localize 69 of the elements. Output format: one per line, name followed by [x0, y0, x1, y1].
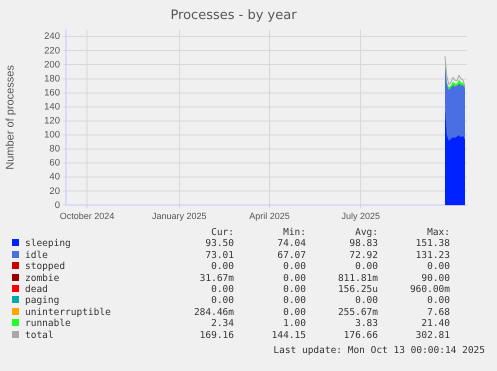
text: 0.00: [210, 284, 235, 296]
y-tick-label: 80: [49, 144, 60, 155]
text: 21.40: [420, 318, 451, 330]
text: 3.83: [354, 318, 379, 330]
y-tick-label: 180: [44, 73, 60, 84]
text: 284.46m: [192, 306, 235, 318]
text: 0.00: [282, 284, 307, 296]
text: 0.00: [210, 261, 235, 273]
text: 72.92: [348, 250, 379, 262]
x-tick-label: January 2025: [152, 211, 207, 222]
x-tick-label: July 2025: [341, 211, 380, 222]
text: 0.00: [282, 295, 307, 307]
text: 1.00: [282, 318, 307, 330]
text: 144.15: [270, 330, 307, 342]
text: Last update: Mon Oct 13 00:00:14 2025: [273, 345, 485, 356]
text: 0.00: [282, 272, 307, 284]
chart-title: Processes - by year: [170, 8, 298, 24]
text: 156.25u: [336, 284, 379, 296]
text: 176.66: [342, 330, 379, 342]
y-axis-title: Number of processes: [4, 64, 17, 170]
text: 67.07: [276, 250, 307, 262]
x-tick-label: October 2024: [60, 211, 114, 222]
text: 2.34: [210, 318, 235, 330]
text: 302.81: [414, 330, 451, 342]
y-tick-label: 240: [44, 31, 60, 42]
text: Avg:: [354, 227, 379, 238]
legend-label: idle: [24, 250, 49, 262]
text: Max:: [426, 227, 451, 238]
legend-label: dead: [24, 284, 49, 296]
legend-label: uninterruptible: [24, 306, 112, 318]
text: 0.00: [426, 261, 451, 273]
text: 169.16: [198, 330, 235, 342]
y-tick-label: 100: [44, 130, 60, 141]
text: 0.00: [282, 261, 307, 273]
text: Min:: [282, 227, 307, 238]
text: 0.00: [354, 261, 379, 273]
text: 74.04: [276, 238, 307, 250]
y-tick-label: 120: [44, 116, 60, 127]
text: 811.81m: [336, 272, 379, 284]
y-tick-label: 20: [49, 186, 60, 197]
text: 0.00: [210, 295, 235, 307]
y-tick-label: 0: [54, 200, 60, 211]
text: 7.68: [426, 306, 451, 318]
legend-label: paging: [24, 295, 60, 307]
text: 0.00: [426, 295, 451, 307]
y-tick-label: 220: [44, 45, 60, 56]
y-tick-label: 140: [44, 101, 60, 112]
y-tick-label: 200: [44, 59, 60, 70]
legend-label: sleeping: [24, 238, 72, 250]
legend-label: total: [24, 330, 55, 342]
y-tick-label: 40: [49, 172, 60, 183]
y-tick-label: 160: [44, 87, 60, 98]
text: 960.00m: [408, 284, 451, 296]
text: 255.67m: [336, 306, 379, 318]
text: 151.38: [414, 238, 451, 250]
text: 31.67m: [198, 272, 235, 284]
text: 93.50: [204, 238, 235, 250]
text: 98.83: [348, 238, 379, 250]
text: 90.00: [420, 272, 451, 284]
legend-label: zombie: [24, 272, 60, 284]
legend-label: stopped: [24, 261, 66, 273]
legend-label: runnable: [24, 318, 72, 330]
text: 73.01: [204, 250, 235, 262]
text: 131.23: [414, 250, 451, 262]
y-tick-label: 60: [49, 158, 60, 169]
x-tick-label: April 2025: [249, 211, 290, 222]
text: Cur:: [210, 227, 235, 238]
text: 0.00: [354, 295, 379, 307]
text: 0.00: [282, 306, 307, 318]
